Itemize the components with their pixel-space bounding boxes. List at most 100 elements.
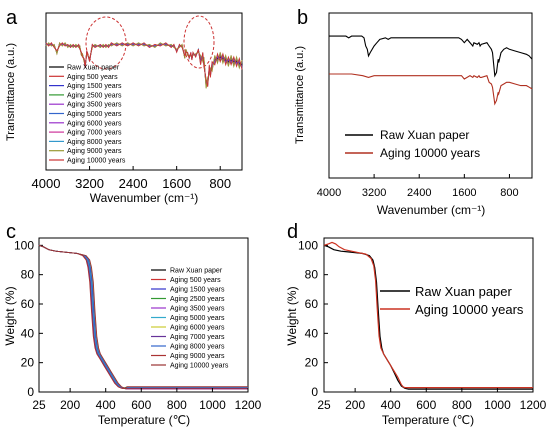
series-line [329,73,533,106]
y-axis-label: Weight (%) [3,286,17,345]
series-group [45,41,243,89]
y-axis-label: Transmittance (a.u.) [294,46,306,144]
legend-label: Aging 2500 years [170,296,225,303]
legend-label: Raw Xuan paper [415,284,513,299]
y-tick-label: 100 [14,238,34,252]
panel-b: b Raw Xuan paper Aging 10000 years 4000 32… [294,7,533,217]
plot-frame [45,12,243,171]
legend-label: Aging 9000 years [170,353,225,360]
legend-label: Aging 500 years [67,74,118,81]
y-tick-label: 60 [21,297,35,311]
legend-label: Raw Xuan paper [67,65,120,72]
legend-label: Aging 7000 years [67,130,122,137]
highlight-ellipse-1 [85,16,127,70]
highlight-ellipse-2 [183,15,215,69]
x-tick-label: 400 [381,398,401,412]
x-axis-label: Wavenumber (cm⁻¹) [377,203,486,217]
plot-frame [328,12,533,179]
panel-letter: d [287,221,298,243]
x-tick-label: 4000 [32,176,61,191]
plot-frame [323,237,534,393]
x-tick-label: 2400 [119,176,148,191]
x-tick-label: 4000 [317,187,341,199]
legend-label: Aging 2500 years [67,92,122,99]
y-tick-label: 60 [305,297,319,311]
legend-label: Aging 6000 years [67,120,122,127]
legend-label: Aging 1500 years [170,287,225,294]
y-ticks: 0 20 40 60 80 100 [14,238,43,399]
y-tick-label: 80 [305,268,319,282]
x-ticks: 25 200 400 600 800 1000 1200 [317,388,547,412]
x-axis-label: Temperature (℃) [98,413,190,427]
series-line [45,42,243,87]
y-tick-label: 20 [21,356,35,370]
x-tick-label: 800 [500,187,518,199]
y-axis-label: Transmittance (a.u.) [5,43,17,141]
x-tick-label: 800 [452,398,472,412]
x-tick-label: 1200 [520,398,547,412]
legend-label: Aging 8000 years [67,139,122,146]
series-group [38,244,248,390]
series-line [329,35,533,78]
panel-letter: a [6,7,18,29]
legend-label: Aging 5000 years [67,111,122,118]
legend-label: Aging 3500 years [170,306,225,313]
x-tick-label: 400 [96,398,116,412]
x-tick-label: 600 [416,398,436,412]
legend-label: Raw Xuan paper [170,268,223,275]
x-tick-label: 800 [167,398,187,412]
panel-a: a Raw Xuan paper Aging 500 years Aging 150… [5,7,243,205]
legend-label: Aging 3500 years [67,102,122,109]
x-tick-label: 2400 [407,187,431,199]
x-ticks: 25 200 400 600 800 1000 1200 [32,388,262,412]
x-tick-label: 3200 [75,176,104,191]
legend-label: Aging 10000 years [415,302,524,317]
x-tick-label: 25 [317,398,331,412]
x-tick-label: 3200 [362,187,386,199]
legend-label: Raw Xuan paper [380,128,469,142]
y-tick-label: 0 [27,385,34,399]
panel-letter: b [297,7,308,29]
x-tick-label: 800 [209,176,231,191]
legend-label: Aging 500 years [170,277,221,284]
y-tick-label: 40 [21,326,35,340]
x-tick-label: 1000 [199,398,226,412]
y-tick-label: 40 [305,326,319,340]
legend-label: Aging 1500 years [67,83,122,90]
x-axis-label: Wavenumber (cm⁻¹) [90,191,199,205]
panel-d: d 0 20 40 60 80 100 Raw Xuan paper Aging 10000… [285,221,547,427]
series-line [323,244,533,390]
x-ticks: 4000 3200 2400 1600 800 [317,174,519,199]
legend-label: Aging 10000 years [67,158,126,165]
legend: Raw Xuan paper Aging 500 years Aging 1500 … [49,65,126,165]
panel-letter: c [6,221,16,243]
y-tick-label: 20 [305,356,319,370]
series-group [329,35,533,106]
legend-label: Aging 10000 years [170,363,229,370]
x-tick-label: 25 [32,398,46,412]
legend-label: Aging 9000 years [67,148,122,155]
x-ticks: 4000 3200 2400 1600 800 [32,166,231,191]
legend: Raw Xuan paper Aging 10000 years [380,284,524,317]
panel-c: c 0 20 40 60 80 100 Raw Xuan paper Aging 500 y… [3,221,262,427]
x-axis-label: Temperature (℃) [382,413,474,427]
x-tick-label: 200 [60,398,80,412]
legend-label: Aging 5000 years [170,315,225,322]
x-tick-label: 1600 [452,187,476,199]
legend-label: Aging 10000 years [380,146,480,160]
legend-label: Aging 7000 years [170,334,225,341]
x-tick-label: 600 [131,398,151,412]
y-tick-label: 0 [311,385,318,399]
x-tick-label: 1200 [235,398,262,412]
series-line [323,241,533,389]
y-ticks: 0 20 40 60 80 100 [298,238,328,399]
x-tick-label: 1000 [484,398,511,412]
plot-frame [38,237,249,393]
y-axis-label: Weight (%) [285,286,299,345]
legend-label: Aging 6000 years [170,325,225,332]
y-tick-label: 100 [298,238,318,252]
x-tick-label: 1600 [162,176,191,191]
x-tick-label: 200 [345,398,365,412]
legend: Raw Xuan paper Aging 10000 years [345,128,480,160]
